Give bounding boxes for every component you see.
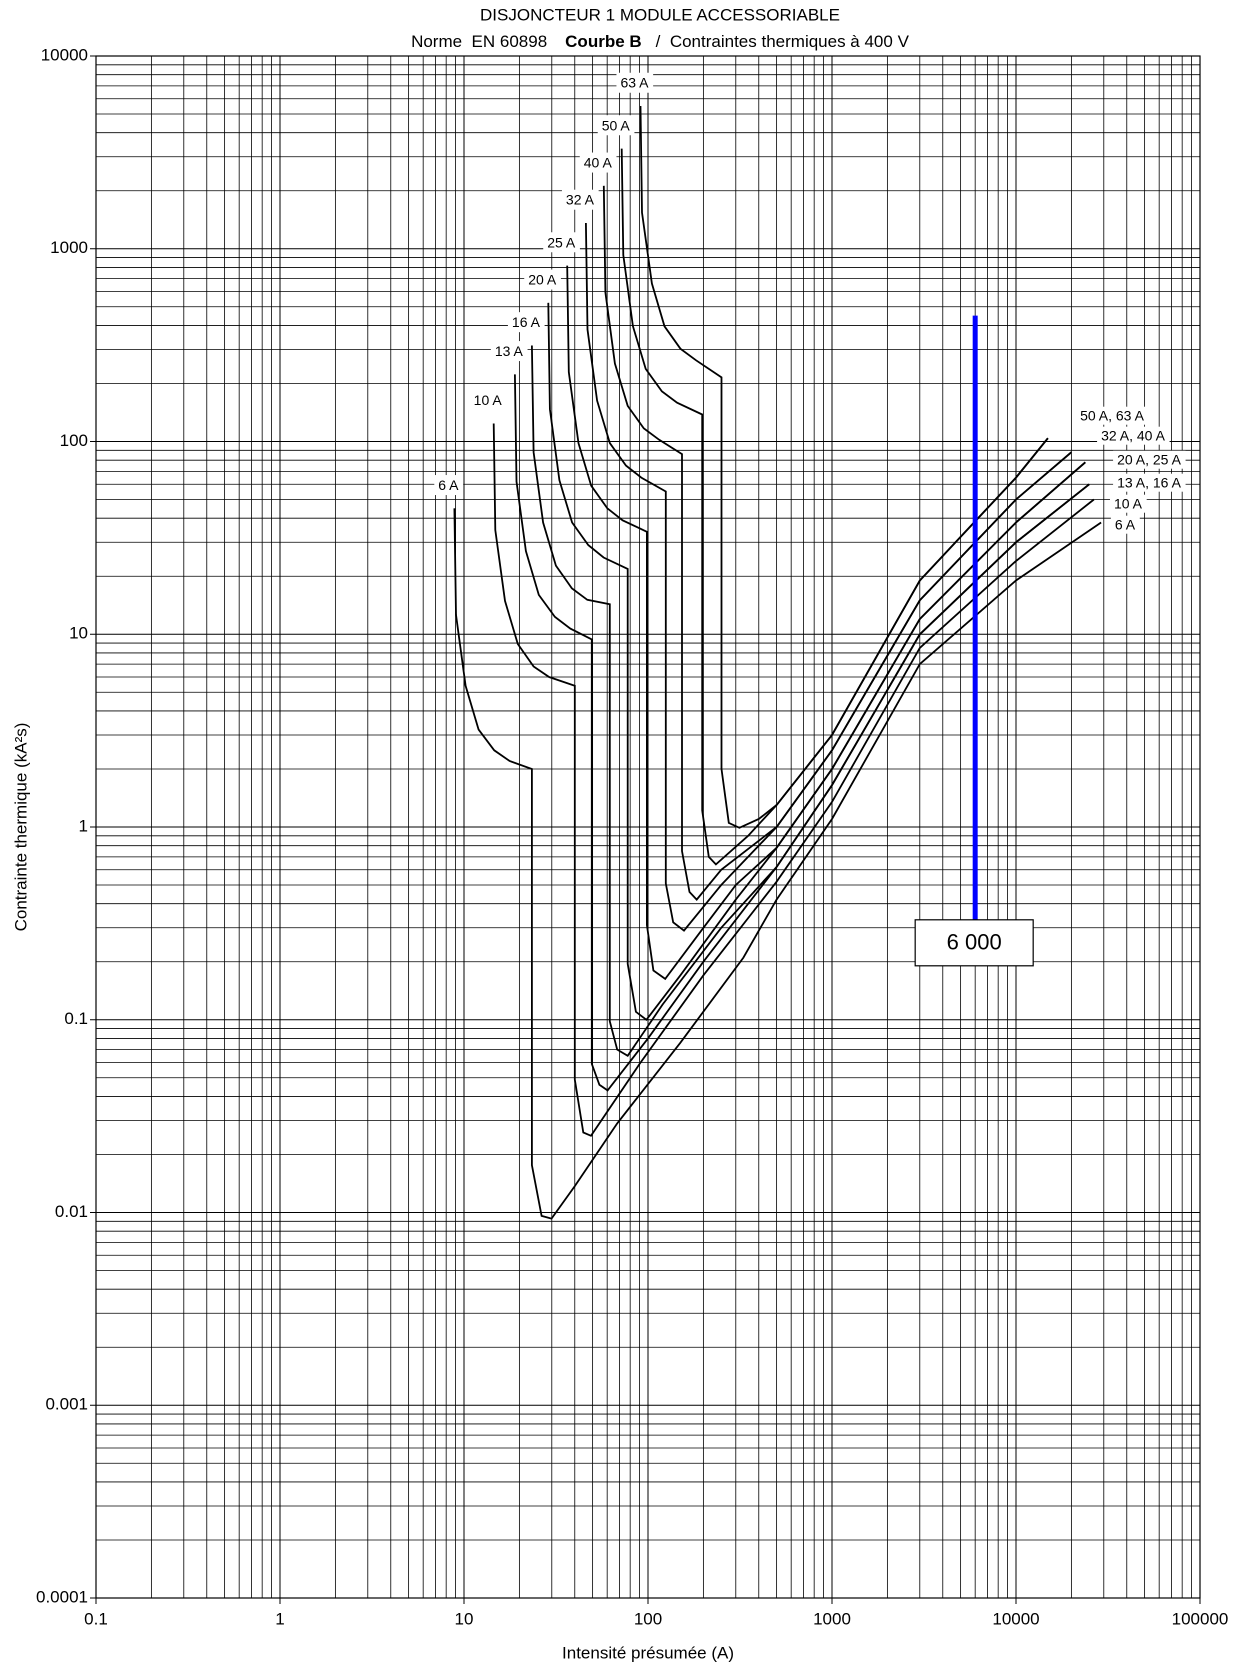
label-box (490, 341, 528, 362)
x-tick-label: 100000 (1172, 1609, 1229, 1628)
marker-box (914, 919, 1034, 967)
series-label: 50 A (602, 117, 631, 133)
series-label: 63 A (620, 75, 649, 91)
series-label: 25 A (547, 234, 576, 250)
series-label: 6 A (438, 477, 459, 493)
x-tick-label: 1 (275, 1609, 284, 1628)
series-line (531, 345, 1090, 1058)
series-line (547, 302, 1086, 1022)
plot-frame (95, 55, 1201, 1599)
y-tick-label: 0.1 (64, 1009, 88, 1028)
label-box (1109, 494, 1147, 513)
label-box (469, 390, 507, 411)
label-box (579, 152, 617, 173)
series-line (514, 374, 1090, 1092)
series-label: 40 A (584, 155, 613, 171)
group-label: 10 A (1114, 496, 1143, 512)
label-box (1113, 450, 1186, 469)
x-tick-label: 0.1 (84, 1609, 108, 1628)
series-line (492, 423, 1095, 1137)
series-label: 16 A (512, 314, 541, 330)
y-tick-label: 10000 (41, 45, 88, 64)
series-line (620, 148, 1049, 866)
group-label: 50 A, 63 A (1080, 408, 1144, 424)
label-box (524, 269, 561, 290)
chart-title: DISJONCTEUR 1 MODULE ACCESSORIABLE (480, 5, 840, 24)
x-tick-label: 10 (455, 1609, 474, 1628)
series-label: 13 A (495, 343, 524, 359)
label-box (1076, 406, 1149, 425)
chart-subtitle: Norme EN 60898 Courbe B / Contraintes ther… (411, 32, 909, 51)
series-line (602, 185, 1072, 901)
label-box (1113, 473, 1186, 492)
y-tick-label: 0.001 (45, 1395, 88, 1414)
label-box (434, 475, 464, 496)
label-box (616, 72, 654, 93)
series-line (453, 508, 1102, 1220)
subtitle-part: Courbe B (565, 32, 642, 51)
x-tick-label: 1000 (813, 1609, 851, 1628)
x-axis-label: Intensité présumée (A) (562, 1643, 734, 1662)
y-tick-label: 100 (60, 431, 88, 450)
label-box (561, 189, 599, 210)
y-axis-label: Contrainte thermique (kA²s) (11, 723, 30, 932)
group-label: 6 A (1115, 517, 1136, 533)
series-line (566, 265, 1086, 981)
y-tick-label: 10 (69, 624, 88, 643)
series-label: 32 A (566, 192, 595, 208)
y-tick-label: 0.01 (55, 1202, 88, 1221)
group-label: 20 A, 25 A (1117, 452, 1181, 468)
label-box (597, 115, 635, 136)
x-tick-label: 10000 (992, 1609, 1039, 1628)
grid (95, 55, 1201, 1599)
series-line (639, 105, 1049, 829)
group-label: 32 A, 40 A (1101, 428, 1165, 444)
x-tick-label: 100 (634, 1609, 662, 1628)
label-box (1097, 426, 1170, 445)
subtitle-part: Norme EN 60898 (411, 32, 547, 51)
y-tick-label: 1 (79, 816, 88, 835)
series-label: 20 A (528, 272, 557, 288)
label-box (1110, 515, 1140, 534)
y-tick-label: 0.0001 (36, 1587, 88, 1606)
marker-label: 6 000 (947, 930, 1002, 955)
label-box (543, 232, 580, 253)
label-box (507, 312, 545, 333)
y-tick-label: 1000 (50, 238, 88, 257)
group-label: 13 A, 16 A (1117, 475, 1181, 491)
subtitle-part: / Contraintes thermiques à 400 V (656, 32, 910, 51)
series-label: 10 A (474, 392, 503, 408)
